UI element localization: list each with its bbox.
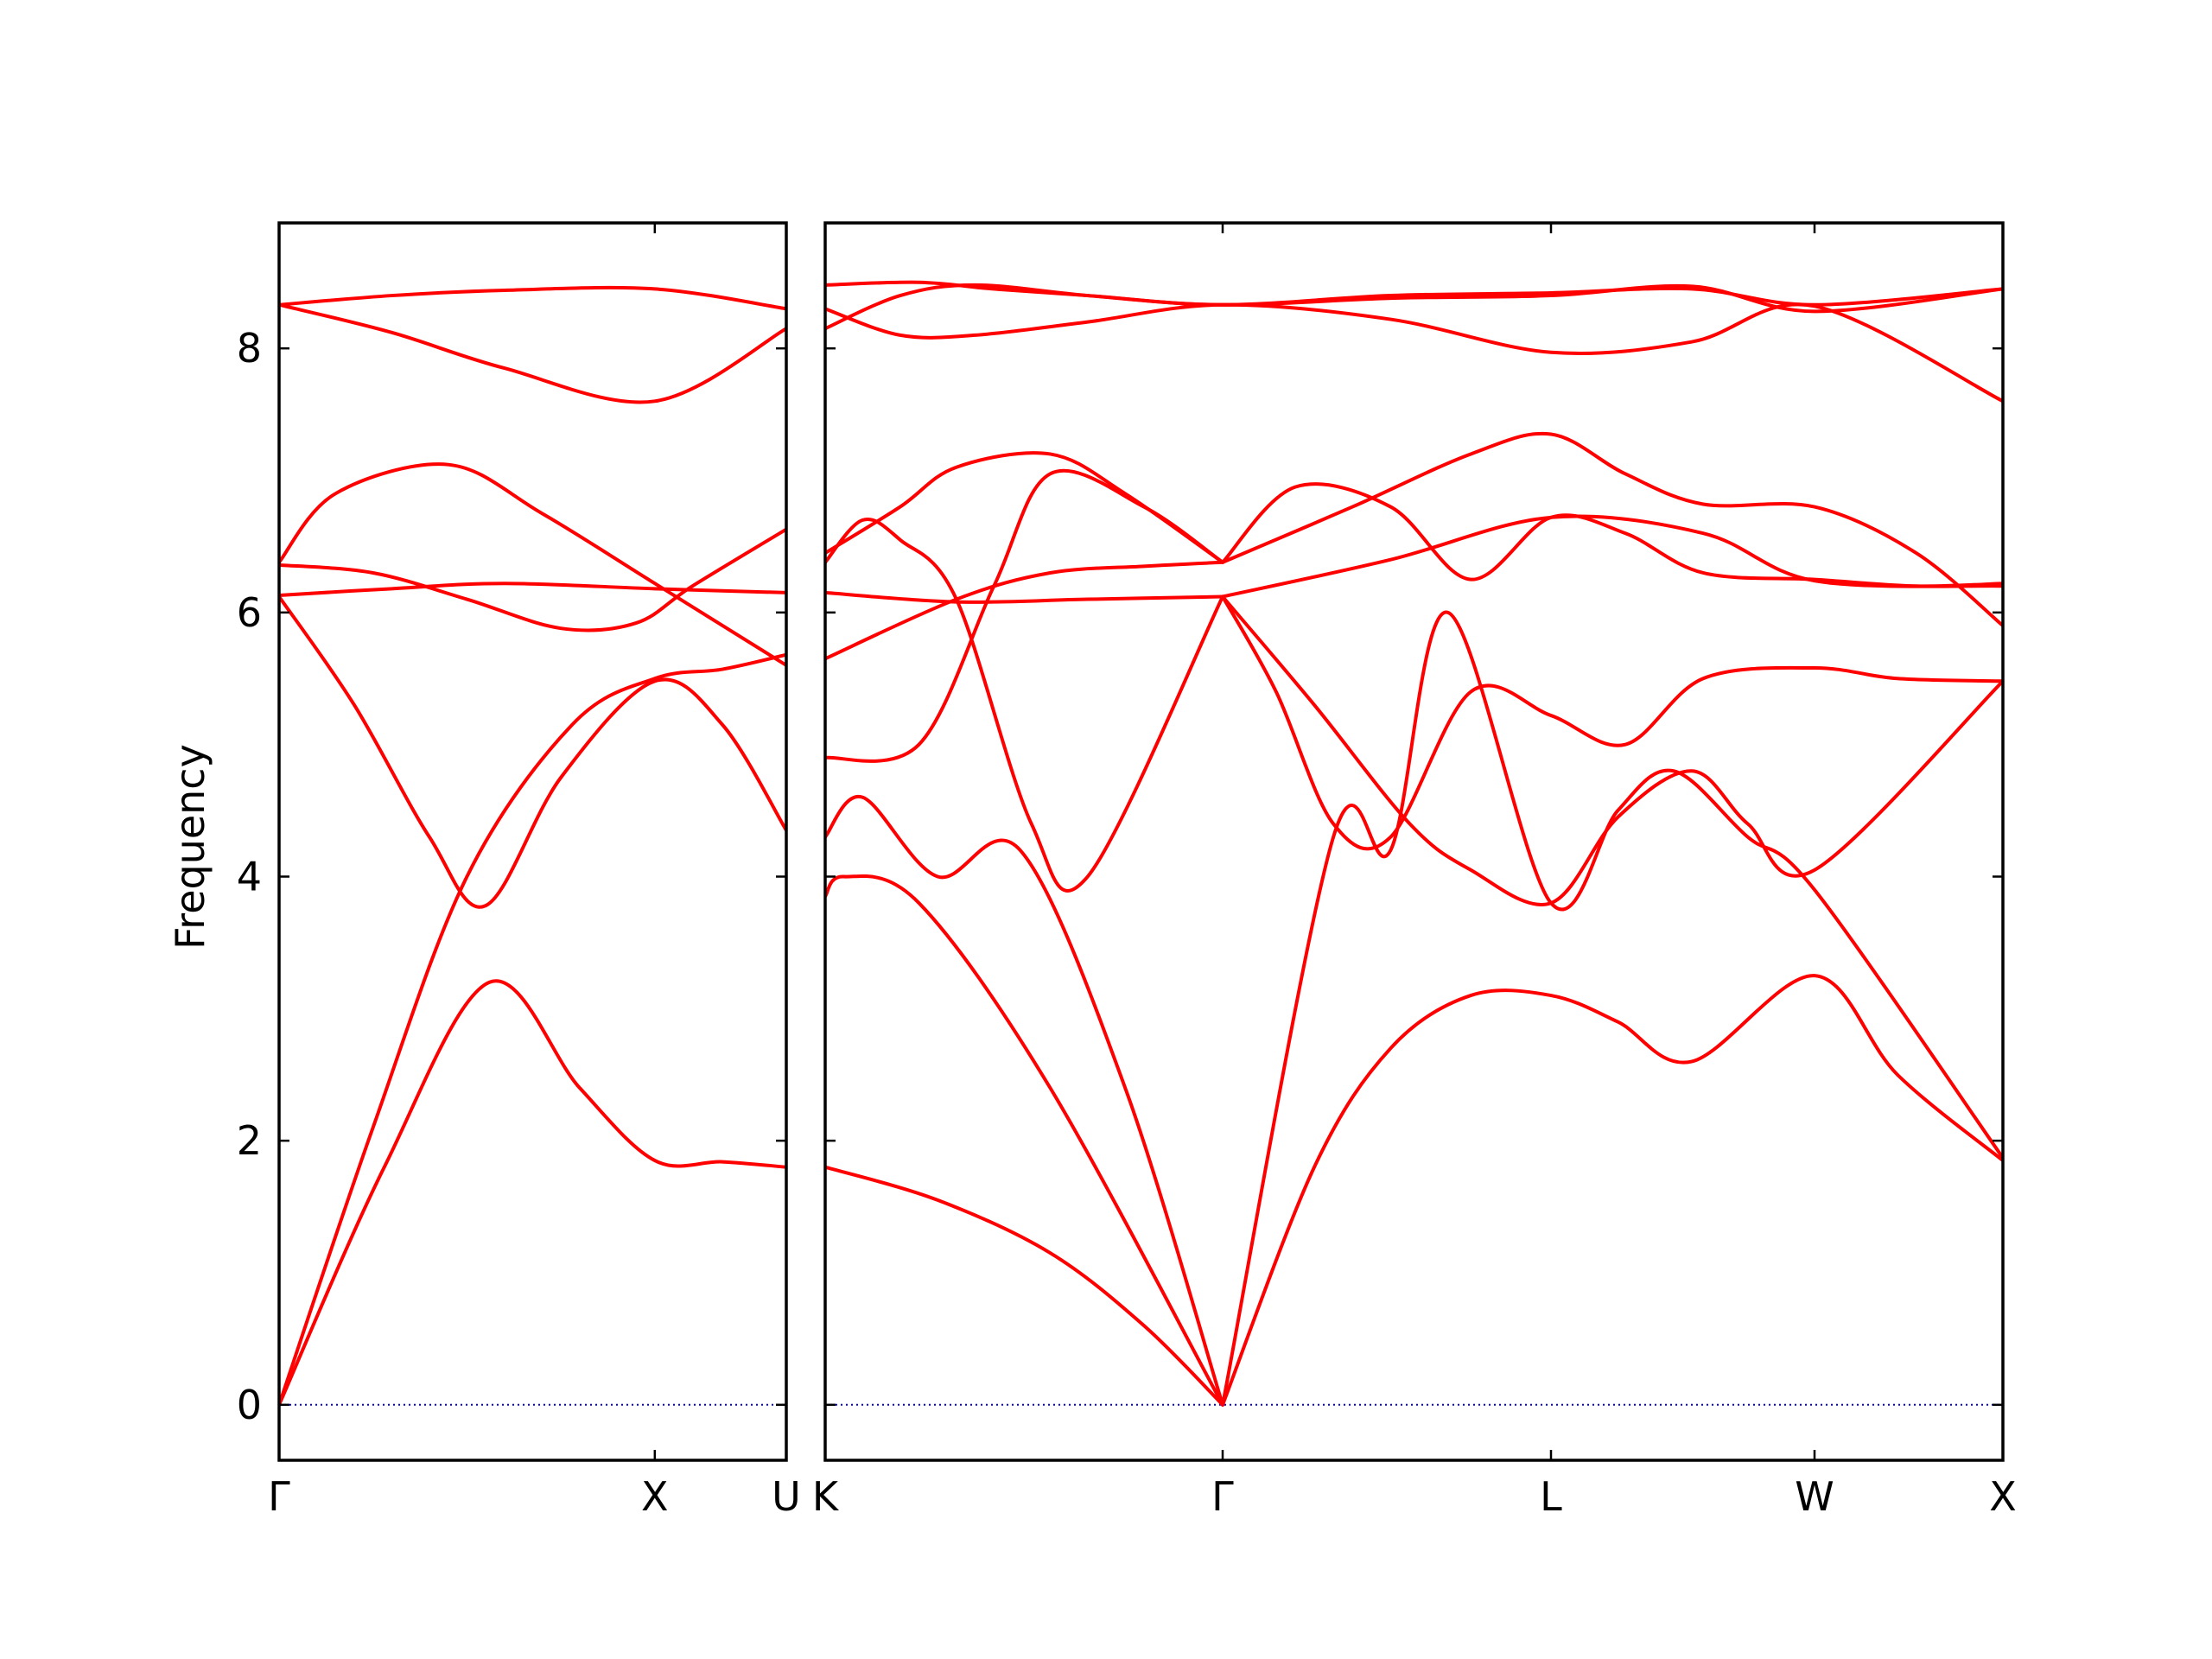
band-group [279,285,786,1407]
y-tick-label: 2 [237,1117,262,1164]
band-line-right-10 [825,590,1224,604]
x-tick-label: U [772,1473,801,1520]
x-tick-label: K [812,1473,840,1520]
band-line-right-17 [1221,514,2003,599]
band-line-right-14 [825,280,2003,307]
band-group [825,280,2003,1407]
band-line-right-13 [825,451,1224,564]
band-line-right-5 [1221,594,2003,906]
y-tick-label: 6 [237,589,262,636]
band-line-right-2 [825,795,1224,1407]
x-tick-label: W [1795,1473,1834,1520]
band-line-left-4 [279,527,786,632]
band-line-right-1 [825,874,1224,1407]
chart-panels: 0 2 4 6 8 Γ X U K Γ L W X [237,221,2017,1520]
band-line-left-0 [279,979,786,1407]
band-line-right-9 [825,560,1224,661]
band-line-right-11 [825,517,1224,893]
y-tick-label: 8 [237,325,262,372]
band-line-right-16 [825,283,2003,331]
band-line-left-1 [279,652,786,1407]
band-line-right-6 [1221,594,2003,851]
x-tick-label: X [1989,1473,2017,1520]
y-tick-label: 4 [237,853,262,899]
band-line-right-8 [1221,431,2003,628]
panel-left: 0 2 4 6 8 Γ X U [237,221,801,1520]
band-line-left-3 [279,582,786,597]
y-tick-label: 0 [237,1382,262,1428]
band-line-right-15 [825,302,2003,404]
x-tick-label: Γ [268,1473,290,1520]
band-line-right-0 [825,1165,1224,1407]
band-line-left-7 [279,285,786,311]
x-tick-label: L [1540,1473,1562,1520]
band-line-right-4 [1221,610,2003,1407]
band-line-right-12 [825,468,1224,763]
x-tick-label: Γ [1211,1473,1234,1520]
y-axis-label: Frequency [167,744,213,950]
band-line-left-2 [279,594,786,909]
x-tick-label: X [641,1473,669,1520]
band-line-left-5 [279,462,786,667]
panel-frame [277,221,788,1462]
panel-frame [823,221,2005,1462]
band-line-left-6 [279,302,786,404]
band-line-right-3 [1221,974,2003,1407]
